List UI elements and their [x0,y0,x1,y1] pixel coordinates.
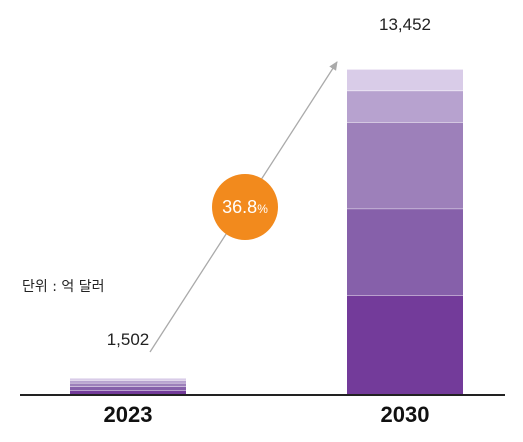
category-label-2030: 2030 [381,402,430,427]
bar-segment-2023-2 [70,386,186,391]
bar-segment-2030-1 [347,295,463,395]
total-label-2023: 1,502 [107,330,150,349]
cagr-badge [212,174,278,240]
category-label-2023: 2023 [104,402,153,427]
unit-label: 단위 : 억 달러 [22,279,105,295]
bar-segment-2030-3 [347,122,463,209]
total-label-2030: 13,452 [379,15,431,34]
bar-segment-2023-1 [70,390,186,395]
bar-segment-2023-5 [70,378,186,381]
bar-segment-2030-2 [347,208,463,296]
bars-group [70,69,463,395]
cagr-value: 36.8% [222,197,268,217]
bar-segment-2030-5 [347,69,463,91]
bar-segment-2023-3 [70,382,186,387]
bar-segment-2030-4 [347,90,463,123]
bar-segment-2023-4 [70,380,186,383]
